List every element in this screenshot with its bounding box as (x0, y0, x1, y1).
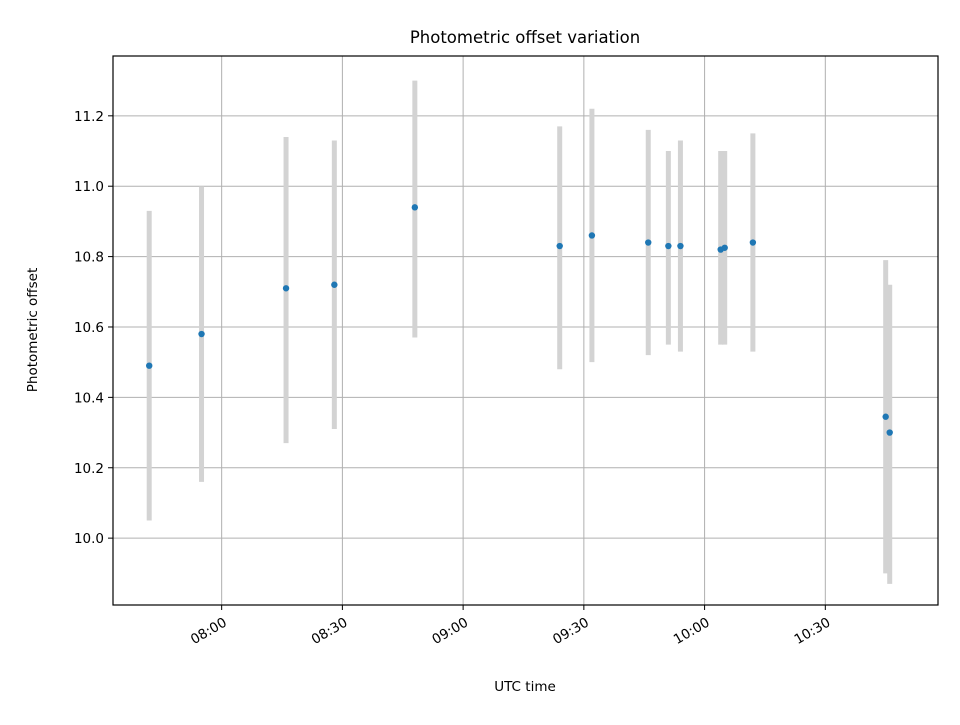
data-point (882, 413, 889, 420)
data-point (411, 204, 419, 211)
data-point (282, 285, 290, 292)
y-tick-label: 10.8 (74, 250, 104, 266)
data-point (886, 429, 893, 436)
data-point (749, 239, 757, 246)
grid-layer (113, 56, 938, 605)
y-tick-label: 10.0 (74, 531, 104, 547)
data-point (665, 242, 672, 250)
y-tick-label: 11.2 (74, 109, 104, 125)
data-point (677, 242, 684, 250)
data-point (331, 281, 338, 288)
data-point (588, 232, 596, 239)
chart-title: Photometric offset variation (410, 28, 640, 47)
y-tick-label: 10.4 (74, 390, 104, 406)
data-point (198, 330, 205, 338)
data-point (645, 239, 652, 246)
y-axis-ticks: 10.0 10.2 10.4 10.6 10.8 11.0 11.2 (74, 109, 113, 547)
y-tick-label: 11.0 (74, 179, 104, 195)
y-tick-label: 10.2 (74, 461, 104, 477)
x-axis-label: UTC time (494, 679, 556, 695)
data-point (556, 242, 563, 250)
data-point (146, 362, 153, 369)
plot-frame (112, 55, 939, 606)
y-tick-label: 10.6 (74, 320, 104, 336)
data-point (721, 244, 728, 251)
y-axis-label: Photometric offset (25, 268, 41, 392)
point-layer (146, 204, 893, 436)
